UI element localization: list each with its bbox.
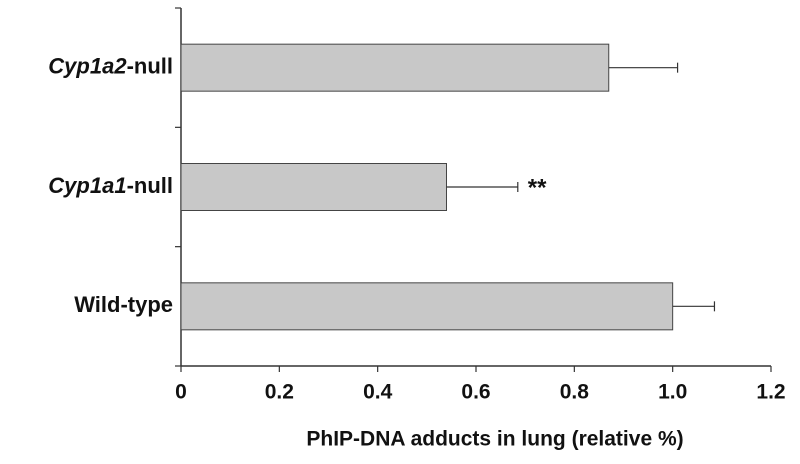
x-tick-label: 0.2 xyxy=(265,381,294,404)
x-tick-label: 1.0 xyxy=(658,381,687,404)
y-tick-label: Wild-type xyxy=(74,292,173,317)
y-tick-label: Cyp1a2-null xyxy=(48,53,173,78)
bar xyxy=(180,282,674,331)
bar xyxy=(180,43,610,92)
x-tick-label: 0.4 xyxy=(363,381,393,404)
x-tick-label: 0 xyxy=(175,381,187,404)
x-tick-label: 0.8 xyxy=(560,381,590,404)
x-tick-label: 1.2 xyxy=(756,381,785,404)
annotation: ** xyxy=(528,174,547,201)
bar xyxy=(180,163,447,211)
y-tick-label: Cyp1a1-null xyxy=(48,173,173,198)
x-tick-label: 0.6 xyxy=(461,381,490,404)
x-axis-title: PhIP-DNA adducts in lung (relative %) xyxy=(306,428,683,451)
